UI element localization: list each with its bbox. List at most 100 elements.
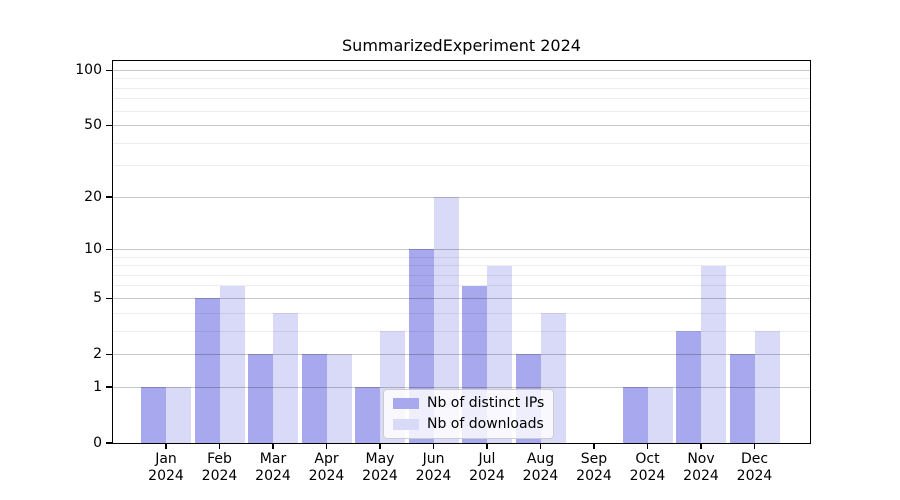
x-tick-label-line: Nov: [687, 451, 715, 467]
x-tick-label-line: Mar: [259, 451, 287, 467]
y-tick-mark: [106, 353, 113, 356]
legend-label-distinct-ips: Nb of distinct IPs: [427, 395, 545, 411]
x-tick-label-line: 2024: [201, 468, 238, 484]
bar-downloads: [647, 387, 673, 443]
y-tick-mark: [106, 196, 113, 198]
x-tick-label-line: 2024: [629, 468, 666, 484]
y-tick-mark: [106, 248, 113, 251]
gridline-minor: [113, 78, 810, 80]
gridline-major: [113, 248, 810, 250]
x-tick-mark: [486, 444, 488, 449]
legend: Nb of distinct IPs Nb of downloads: [383, 389, 555, 439]
x-tick-label-line: Jan: [155, 451, 177, 467]
x-tick-mark: [379, 444, 381, 449]
x-tick-label-line: 2024: [308, 468, 345, 484]
bar-distinct-ips: [301, 354, 327, 443]
y-tick-mark: [106, 442, 113, 444]
x-tick-mark: [218, 444, 221, 449]
x-tick-label-line: Aug: [526, 451, 555, 467]
y-tick-label: 10: [84, 241, 102, 258]
y-tick-mark: [106, 124, 113, 127]
bar-downloads: [754, 331, 780, 443]
x-tick-label: Jan 2024: [134, 451, 198, 485]
y-tick-mark: [106, 69, 113, 72]
chart-title: SummarizedExperiment 2024: [342, 36, 581, 55]
bar-downloads: [701, 265, 726, 443]
x-tick-label: Sep 2024: [562, 451, 626, 485]
x-tick-mark: [753, 444, 756, 449]
x-tick-label: Jul 2024: [455, 451, 519, 485]
gridline-minor: [113, 110, 810, 112]
x-tick-label-line: Apr: [314, 451, 339, 467]
x-tick-label-line: Dec: [740, 451, 769, 467]
bar-downloads: [219, 285, 245, 443]
plot-area: Nb of distinct IPs Nb of downloads: [112, 60, 811, 444]
x-tick-label-line: 2024: [362, 468, 398, 484]
x-tick-label-line: Oct: [635, 451, 660, 467]
bar-downloads: [273, 313, 298, 443]
x-tick-label: May 2024: [348, 451, 412, 485]
gridline-minor: [113, 142, 810, 144]
x-tick-mark: [646, 444, 649, 449]
x-tick-label: Mar 2024: [241, 451, 305, 485]
gridline-minor: [113, 98, 810, 100]
y-tick-mark: [106, 297, 113, 300]
gridline-minor: [113, 165, 810, 167]
x-tick-label: Jun 2024: [402, 451, 466, 485]
bar-distinct-ips: [194, 298, 220, 443]
x-tick-label: Oct 2024: [616, 451, 680, 485]
x-tick-mark: [593, 444, 595, 449]
x-tick-label: Aug 2024: [509, 451, 573, 485]
x-tick-label-line: Sep: [580, 451, 608, 467]
bar-distinct-ips: [141, 387, 166, 443]
x-tick-label-line: May: [365, 451, 395, 467]
y-tick-label: 0: [93, 435, 102, 451]
y-tick-mark: [106, 386, 113, 388]
x-tick-label: Apr 2024: [295, 451, 359, 485]
x-tick-label-line: 2024: [148, 468, 184, 484]
gridline-major: [113, 124, 810, 126]
gridline-major: [113, 69, 810, 71]
bar-downloads: [326, 354, 352, 443]
x-tick-label-line: Feb: [207, 451, 232, 467]
x-tick-label-line: 2024: [469, 468, 505, 484]
x-tick-label-line: 2024: [576, 468, 612, 484]
x-tick-mark: [539, 444, 542, 449]
x-tick-label: Feb 2024: [188, 451, 252, 485]
y-tick-label: 100: [75, 62, 102, 79]
bar-distinct-ips: [622, 387, 648, 443]
legend-item-distinct-ips: Nb of distinct IPs: [393, 395, 544, 412]
bar-downloads: [166, 387, 191, 443]
x-tick-mark: [272, 444, 274, 449]
x-tick-label-line: Jul: [478, 451, 496, 467]
y-tick-label: 5: [93, 290, 102, 307]
bar-distinct-ips: [729, 354, 755, 443]
bar-distinct-ips: [248, 354, 273, 443]
gridline-minor: [113, 256, 810, 258]
x-tick-label-line: 2024: [736, 468, 773, 484]
x-tick-mark: [432, 444, 435, 449]
y-tick-label: 2: [93, 346, 102, 363]
legend-swatch-distinct-ips: [393, 398, 419, 409]
legend-swatch-downloads: [393, 419, 419, 430]
x-tick-label-line: 2024: [522, 468, 559, 484]
bar-distinct-ips: [676, 331, 701, 443]
x-tick-label-line: 2024: [415, 468, 452, 484]
y-tick-label: 1: [93, 379, 102, 396]
x-tick-label-line: Jun: [422, 451, 445, 467]
x-tick-mark: [165, 444, 167, 449]
y-tick-label: 50: [84, 117, 102, 134]
gridline-minor: [113, 87, 810, 89]
y-tick-label: 20: [84, 189, 102, 206]
x-tick-label-line: 2024: [683, 468, 719, 484]
legend-label-downloads: Nb of downloads: [427, 416, 544, 432]
x-tick-mark: [700, 444, 702, 449]
x-tick-label: Dec 2024: [723, 451, 787, 485]
x-tick-mark: [325, 444, 328, 449]
x-tick-label: Nov 2024: [669, 451, 733, 485]
gridline-major: [113, 196, 810, 198]
legend-item-downloads: Nb of downloads: [393, 416, 544, 433]
bar-distinct-ips: [355, 387, 380, 443]
x-tick-label-line: 2024: [255, 468, 291, 484]
